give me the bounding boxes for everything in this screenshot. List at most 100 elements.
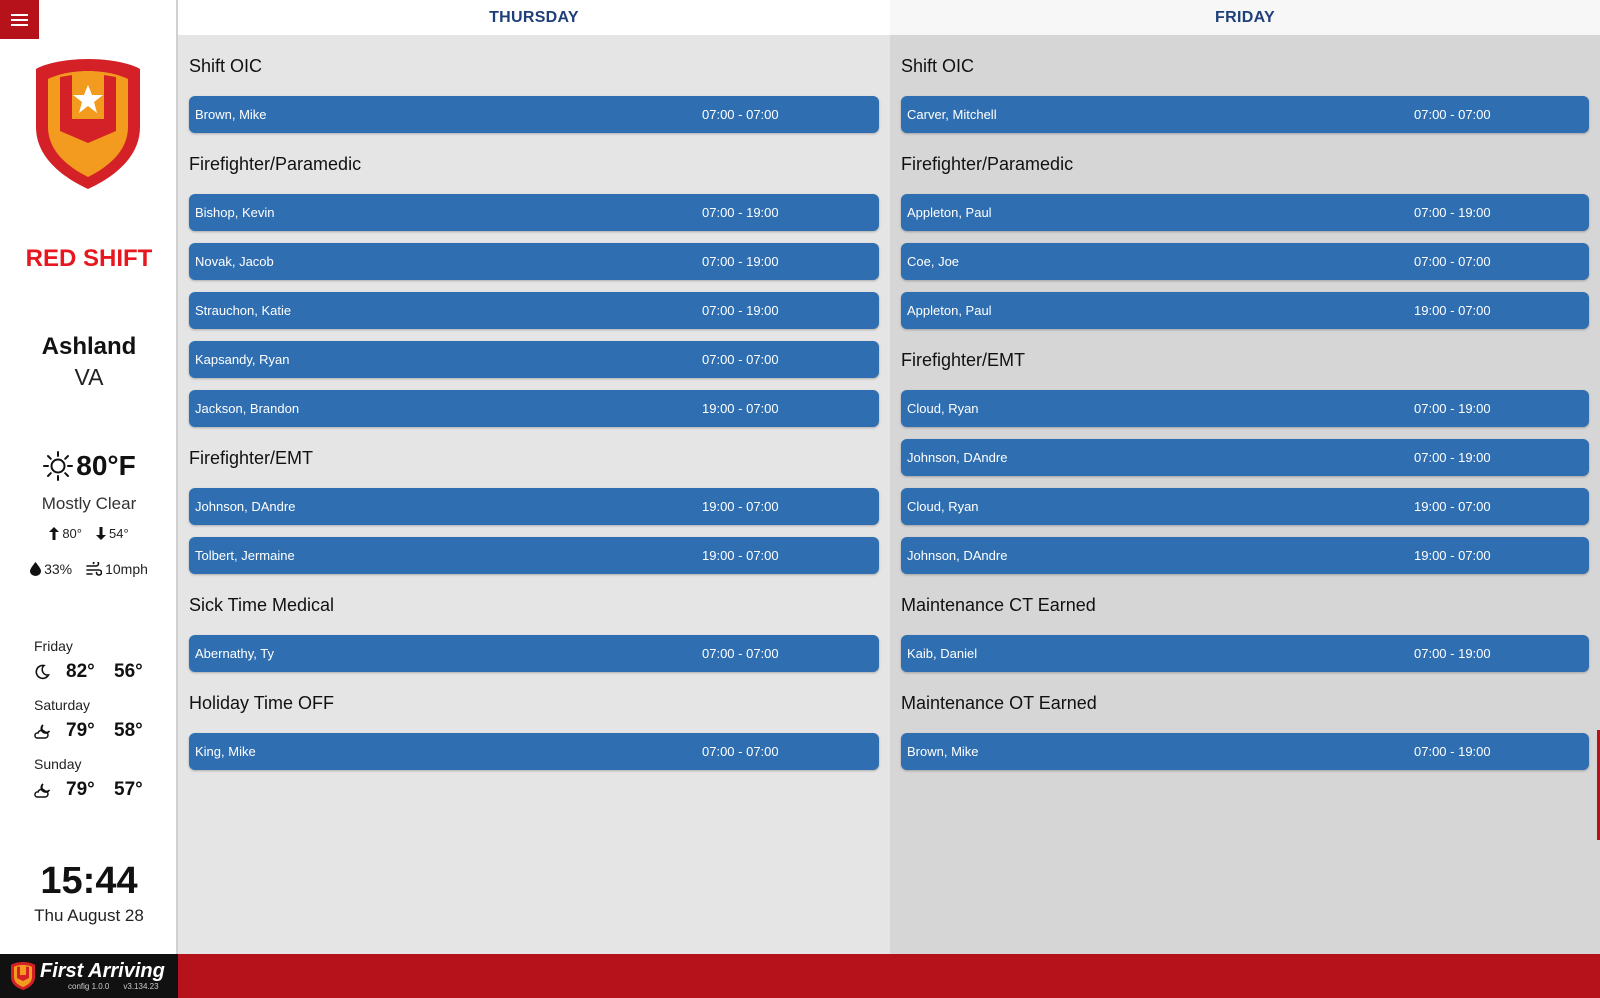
forecast-day: Friday 82° 56° — [34, 638, 164, 697]
arrow-up-icon — [49, 527, 60, 540]
shift-time: 19:00 - 07:00 — [1414, 499, 1491, 514]
scroll-indicator — [1597, 730, 1600, 840]
shift-time: 07:00 - 19:00 — [702, 254, 779, 269]
humidity-value: 33% — [44, 561, 73, 577]
shift-time: 07:00 - 19:00 — [1414, 744, 1491, 759]
current-weather: 80°F — [0, 450, 178, 482]
day-header: FRIDAY — [890, 0, 1600, 35]
weather-meta: 33% 10mph — [0, 561, 178, 577]
shift-entry[interactable]: Johnson, DAndre 19:00 - 07:00 — [189, 488, 879, 525]
shift-entry[interactable]: Appleton, Paul 19:00 - 07:00 — [901, 292, 1589, 329]
app-version: v3.134.23 — [123, 982, 159, 991]
weather-condition: Mostly Clear — [41, 494, 137, 513]
shift-person: Brown, Mike — [195, 107, 267, 122]
shift-person: Brown, Mike — [907, 744, 979, 759]
shift-time: 19:00 - 07:00 — [1414, 303, 1491, 318]
shift-person: Cloud, Ryan — [907, 499, 979, 514]
forecast-list: Friday 82° 56° Saturday 79° 58° — [34, 638, 164, 815]
state-name: VA — [74, 364, 104, 390]
hamburger-icon — [11, 13, 28, 16]
high-low: 80° 54° — [0, 526, 178, 541]
shift-time: 07:00 - 19:00 — [1414, 205, 1491, 220]
shift-time: 07:00 - 19:00 — [702, 205, 779, 220]
forecast-high: 79° — [66, 720, 95, 741]
forecast-day: Saturday 79° 58° — [34, 697, 164, 756]
shift-person: Coe, Joe — [907, 254, 960, 269]
day-column-friday: FRIDAY Shift OIC Carver, Mitchell 07:00 -… — [890, 0, 1600, 954]
droplet-icon — [30, 562, 42, 576]
role-title: Holiday Time OFF — [189, 693, 335, 713]
brand-logo: First Arriving config 1.0.0 v3.134.23 — [0, 954, 178, 998]
role-title: Sick Time Medical — [189, 595, 335, 615]
role-title: Firefighter/EMT — [189, 448, 314, 468]
department-badge-logo — [36, 59, 140, 189]
shift-name: RED SHIFT — [25, 245, 153, 272]
shift-time: 07:00 - 07:00 — [1414, 254, 1491, 269]
forecast-day-name: Sunday — [34, 756, 82, 772]
shift-entry[interactable]: Abernathy, Ty 07:00 - 07:00 — [189, 635, 879, 672]
shift-time: 07:00 - 19:00 — [1414, 646, 1491, 661]
shift-entry[interactable]: Coe, Joe 07:00 - 07:00 — [901, 243, 1589, 280]
shift-time: 07:00 - 07:00 — [702, 352, 779, 367]
shift-person: Abernathy, Ty — [195, 646, 275, 661]
shift-person: Johnson, DAndre — [907, 450, 1008, 465]
shift-entry[interactable]: Kapsandy, Ryan 07:00 - 07:00 — [189, 341, 879, 378]
shift-entry[interactable]: Strauchon, Katie 07:00 - 19:00 — [189, 292, 879, 329]
shift-person: Novak, Jacob — [195, 254, 274, 269]
shift-entry[interactable]: Brown, Mike 07:00 - 19:00 — [901, 733, 1589, 770]
shift-time: 19:00 - 07:00 — [702, 401, 779, 416]
shift-entry[interactable]: Cloud, Ryan 07:00 - 19:00 — [901, 390, 1589, 427]
low-temp: 54° — [109, 526, 129, 541]
forecast-day-name: Saturday — [34, 697, 91, 713]
role-title: Maintenance OT Earned — [901, 693, 1097, 713]
high-temp: 80° — [62, 526, 82, 541]
sidebar: RED SHIFT Ashland VA 80°F Mostly Clear 8… — [0, 0, 178, 954]
shift-entry[interactable]: Brown, Mike 07:00 - 07:00 — [189, 96, 879, 133]
sun-icon — [43, 451, 74, 481]
menu-button[interactable] — [0, 0, 39, 39]
current-temperature: 80°F — [76, 450, 136, 481]
clock-date: Thu August 28 — [34, 906, 144, 925]
clock-time: 15:44 — [40, 860, 138, 902]
shift-person: Appleton, Paul — [907, 303, 992, 318]
shift-person: Johnson, DAndre — [195, 499, 296, 514]
shift-entry[interactable]: Cloud, Ryan 19:00 - 07:00 — [901, 488, 1589, 525]
shift-person: Cloud, Ryan — [907, 401, 979, 416]
role-title: Firefighter/EMT — [901, 350, 1026, 370]
role-title: Firefighter/Paramedic — [901, 154, 1074, 174]
shift-entry[interactable]: King, Mike 07:00 - 07:00 — [189, 733, 879, 770]
arrow-down-icon — [96, 527, 106, 540]
shift-person: Kaib, Daniel — [907, 646, 978, 661]
shift-entry[interactable]: Bishop, Kevin 07:00 - 19:00 — [189, 194, 879, 231]
shift-time: 19:00 - 07:00 — [1414, 548, 1491, 563]
forecast-high: 79° — [66, 779, 95, 800]
forecast-day-name: Friday — [34, 638, 73, 654]
shift-entry[interactable]: Novak, Jacob 07:00 - 19:00 — [189, 243, 879, 280]
shift-entry[interactable]: Kaib, Daniel 07:00 - 19:00 — [901, 635, 1589, 672]
moon-icon — [35, 664, 50, 680]
forecast-day: Sunday 79° 57° — [34, 756, 164, 815]
shift-entry[interactable]: Tolbert, Jermaine 19:00 - 07:00 — [189, 537, 879, 574]
cloud-moon-icon — [34, 724, 51, 739]
shift-entry[interactable]: Jackson, Brandon 19:00 - 07:00 — [189, 390, 879, 427]
shift-time: 19:00 - 07:00 — [702, 548, 779, 563]
day-column-thursday: THURSDAY Shift OIC Brown, Mike 07:00 - 07… — [178, 0, 890, 954]
shift-person: Jackson, Brandon — [195, 401, 300, 416]
wind-value: 10mph — [105, 561, 148, 577]
shift-time: 07:00 - 07:00 — [702, 107, 779, 122]
forecast-low: 57° — [114, 779, 143, 800]
day-header: THURSDAY — [178, 0, 890, 35]
shield-logo-icon — [11, 962, 35, 990]
shift-time: 19:00 - 07:00 — [702, 499, 779, 514]
shift-entry[interactable]: Carver, Mitchell 07:00 - 07:00 — [901, 96, 1589, 133]
footer-bar: First Arriving config 1.0.0 v3.134.23 — [0, 954, 1600, 998]
shift-entry[interactable]: Johnson, DAndre 19:00 - 07:00 — [901, 537, 1589, 574]
forecast-low: 56° — [114, 661, 143, 682]
forecast-low: 58° — [114, 720, 143, 741]
shift-person: Tolbert, Jermaine — [195, 548, 295, 563]
shift-person: Appleton, Paul — [907, 205, 992, 220]
shift-entry[interactable]: Johnson, DAndre 07:00 - 19:00 — [901, 439, 1589, 476]
shift-entry[interactable]: Appleton, Paul 07:00 - 19:00 — [901, 194, 1589, 231]
shift-person: Strauchon, Katie — [195, 303, 292, 318]
